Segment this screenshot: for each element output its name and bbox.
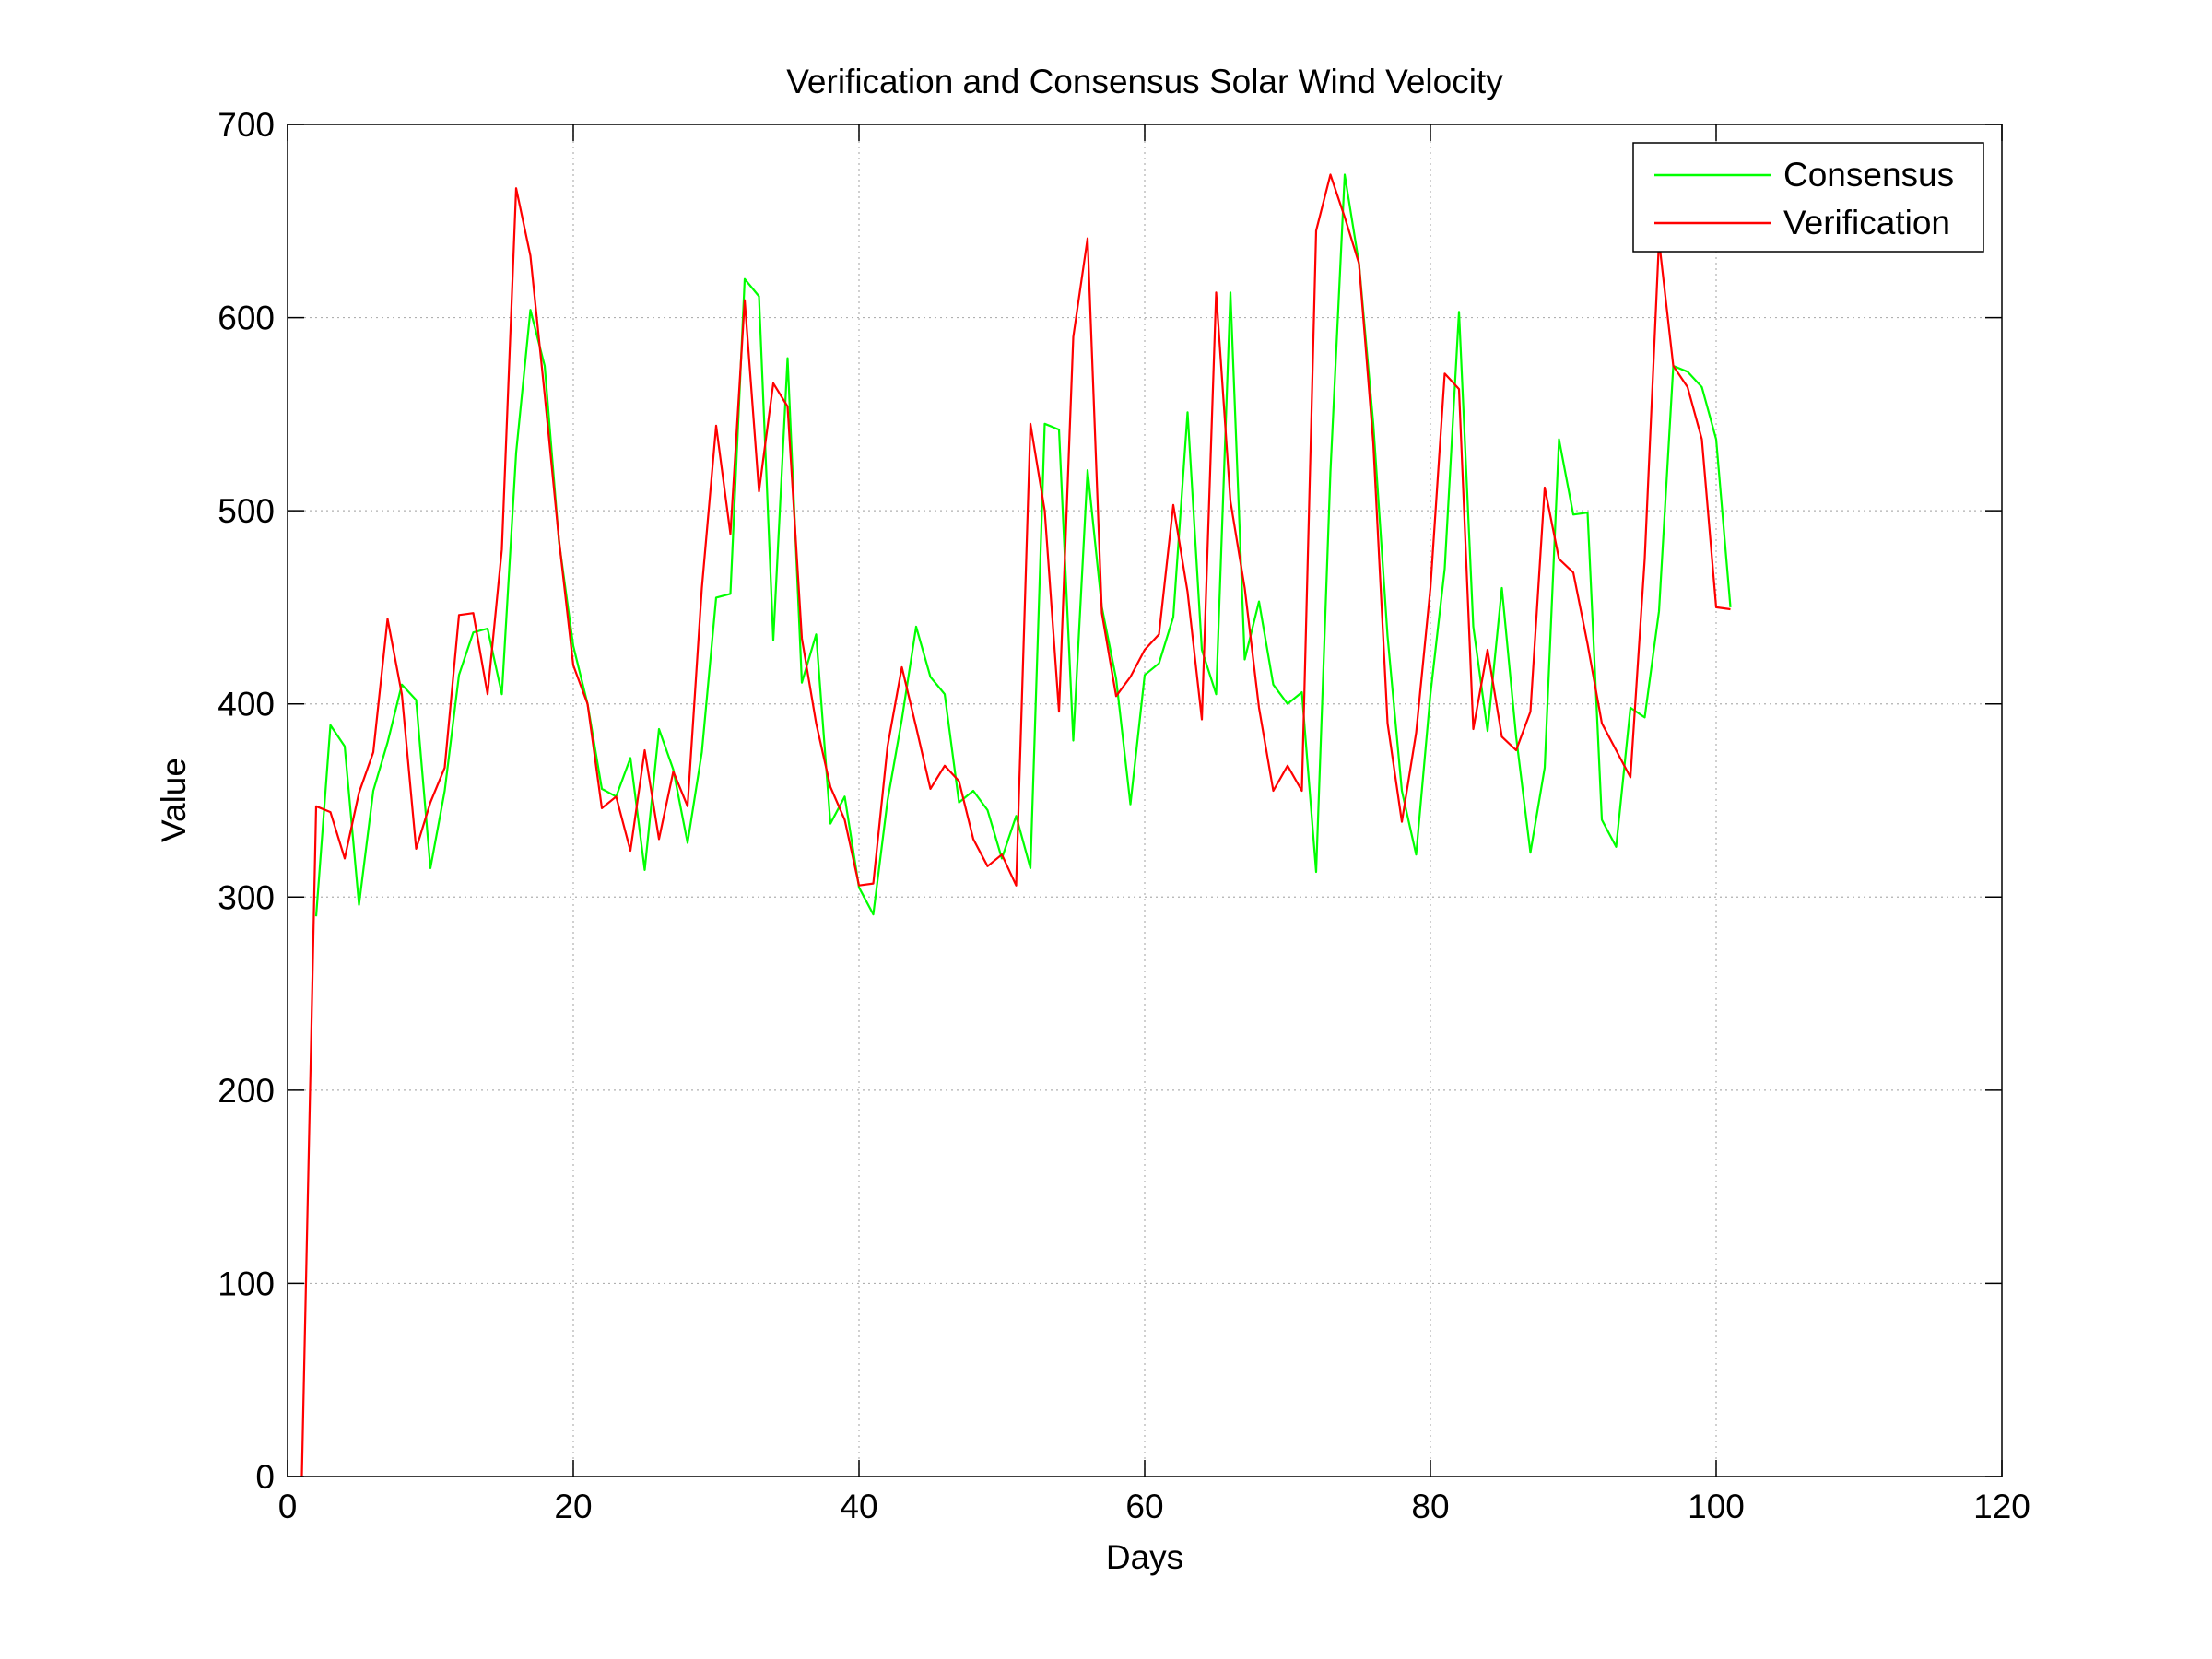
grid-lines bbox=[288, 124, 2002, 1477]
series-line-verification bbox=[300, 173, 1731, 1477]
legend-label-consensus: Consensus bbox=[1783, 156, 1954, 194]
y-tick-label: 100 bbox=[218, 1265, 275, 1302]
y-tick-label: 500 bbox=[218, 492, 275, 530]
x-tick-label: 20 bbox=[554, 1488, 592, 1525]
x-tick-label: 0 bbox=[278, 1488, 298, 1525]
axis-ticks bbox=[287, 124, 2003, 1477]
x-tick-labels: 0 20 40 60 80 100 120 bbox=[278, 1488, 2030, 1525]
x-tick-label: 40 bbox=[840, 1488, 877, 1525]
x-tick-label: 60 bbox=[1125, 1488, 1163, 1525]
legend-label-verification: Verification bbox=[1783, 204, 1950, 241]
x-tick-label: 120 bbox=[1973, 1488, 2030, 1525]
y-tick-label: 0 bbox=[255, 1458, 275, 1496]
series-layer bbox=[300, 173, 1732, 1477]
y-tick-label: 700 bbox=[218, 106, 275, 144]
y-tick-label: 600 bbox=[218, 300, 275, 337]
x-axis-label: Days bbox=[1106, 1538, 1183, 1576]
y-tick-label: 400 bbox=[218, 686, 275, 724]
y-tick-label: 300 bbox=[218, 878, 275, 916]
x-tick-label: 100 bbox=[1688, 1488, 1745, 1525]
legend: Consensus Verification bbox=[1632, 142, 1984, 253]
series-line-consensus bbox=[314, 173, 1732, 917]
y-tick-label: 200 bbox=[218, 1072, 275, 1110]
legend-box bbox=[1632, 142, 1984, 253]
x-tick-label: 80 bbox=[1411, 1488, 1449, 1525]
y-tick-labels: 0 100 200 300 400 500 600 700 bbox=[218, 106, 275, 1496]
y-axis-label: Value bbox=[155, 758, 193, 842]
chart-title: Verification and Consensus Solar Wind Ve… bbox=[786, 63, 1503, 100]
